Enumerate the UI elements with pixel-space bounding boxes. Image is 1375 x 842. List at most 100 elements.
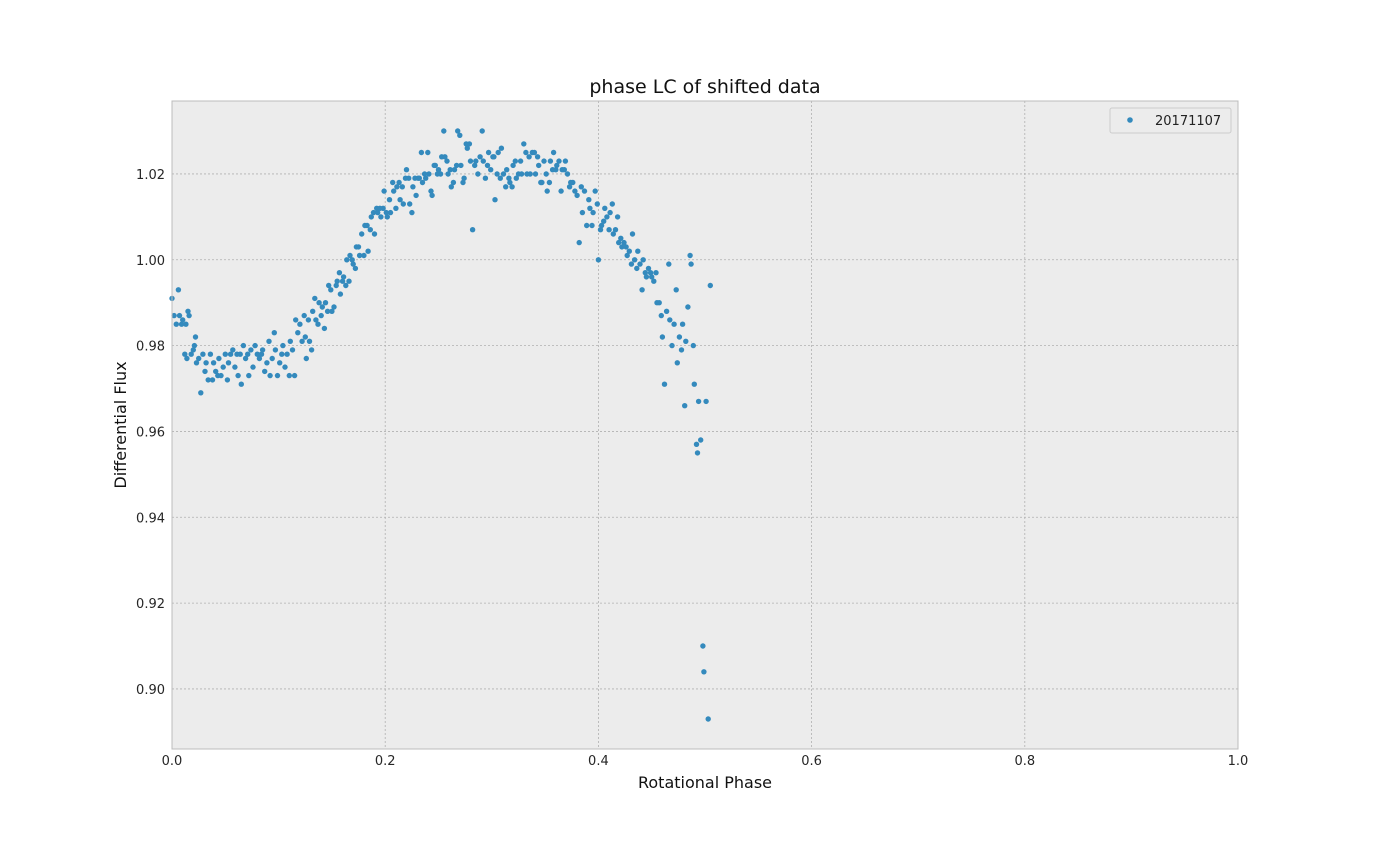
data-point (403, 167, 410, 173)
data-point (592, 188, 598, 194)
data-point (291, 372, 298, 379)
data-point (205, 377, 211, 383)
data-point (393, 205, 399, 211)
data-point (484, 162, 491, 169)
data-point (703, 398, 709, 405)
data-point (297, 321, 303, 327)
data-point (547, 158, 554, 164)
data-point (606, 227, 612, 233)
legend: 20171107 (1109, 107, 1232, 134)
y-tick-label: 1.02 (136, 168, 165, 183)
plot-background (172, 101, 1238, 749)
data-point (693, 441, 700, 447)
data-point (410, 184, 416, 190)
data-point (607, 209, 613, 216)
data-point (316, 300, 322, 306)
data-point (416, 175, 422, 181)
data-point (666, 261, 672, 267)
data-point (355, 244, 362, 250)
data-point (180, 317, 186, 323)
data-point (651, 278, 657, 284)
data-point (566, 184, 573, 190)
data-point (254, 351, 260, 357)
data-point (640, 257, 646, 263)
data-point (445, 171, 451, 177)
y-axis-ticks: 0.90 0.92 0.94 0.96 0.98 1.00 1.02 (136, 168, 165, 698)
data-point (576, 239, 582, 246)
data-point (397, 197, 403, 203)
data-point (604, 214, 610, 220)
data-point (616, 239, 622, 246)
data-point (361, 252, 367, 259)
data-point (182, 351, 188, 357)
legend-marker (1127, 117, 1133, 123)
data-point (453, 162, 460, 169)
data-point (383, 209, 389, 216)
data-point (185, 308, 191, 314)
data-point (509, 184, 515, 190)
data-point (461, 175, 467, 181)
data-point (570, 179, 576, 186)
data-point (558, 188, 564, 194)
y-tick-label: 1.00 (136, 254, 165, 269)
data-point (227, 351, 234, 357)
data-point (190, 347, 196, 353)
data-point (333, 282, 339, 289)
data-point (553, 167, 559, 173)
data-point (421, 171, 428, 177)
data-point (198, 390, 204, 396)
data-point (673, 287, 679, 293)
data-point (590, 209, 596, 216)
data-point (250, 364, 256, 370)
data-point (594, 201, 600, 207)
data-point (597, 227, 604, 233)
data-point (663, 308, 670, 314)
data-point (518, 171, 525, 177)
data-point (642, 270, 648, 276)
data-point (464, 145, 470, 151)
data-point (329, 308, 335, 314)
data-point (676, 334, 683, 340)
data-point (455, 128, 461, 134)
data-point (381, 188, 387, 194)
data-point (193, 360, 200, 366)
data-point (230, 347, 236, 353)
x-tick-label: 1.0 (1228, 754, 1249, 769)
data-point (423, 175, 429, 181)
data-point (406, 175, 412, 181)
data-point (269, 355, 275, 362)
data-point (386, 197, 393, 203)
x-tick-label: 0.2 (375, 754, 396, 769)
data-point (543, 171, 549, 177)
data-point (173, 321, 179, 327)
data-point (313, 317, 319, 323)
data-point (396, 179, 402, 186)
data-point (457, 132, 463, 138)
data-point (488, 167, 494, 173)
data-point (647, 270, 654, 276)
data-point (669, 342, 675, 349)
data-point (628, 261, 635, 267)
data-point (690, 342, 696, 349)
data-point (312, 295, 318, 302)
data-point (466, 141, 473, 147)
data-point (687, 252, 693, 259)
data-point (574, 192, 580, 199)
data-point (480, 158, 486, 164)
data-points (169, 128, 713, 722)
data-point (426, 171, 432, 177)
data-point (390, 179, 396, 186)
data-point (387, 209, 394, 216)
data-point (310, 308, 316, 314)
data-point (634, 265, 640, 272)
data-point (237, 351, 243, 357)
data-point (500, 171, 507, 177)
data-point (584, 222, 590, 229)
data-point (472, 162, 478, 169)
data-point (694, 450, 701, 456)
data-point (678, 347, 685, 353)
data-point (637, 261, 643, 267)
data-point (494, 171, 500, 177)
data-point (391, 188, 397, 194)
